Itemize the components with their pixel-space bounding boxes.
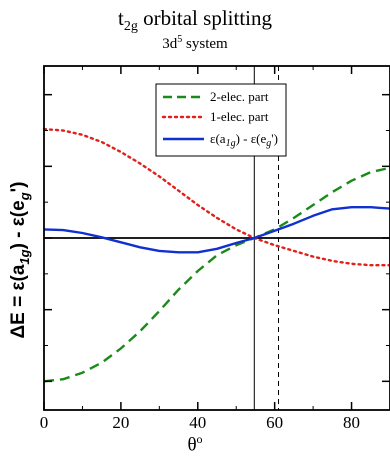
series-line-2 — [43, 205, 390, 254]
series-layer — [42, 127, 390, 383]
legend-label-splitting: ε(a1g) - ε(eg') — [210, 131, 278, 149]
legend: 2-elec. part 1-elec. part ε(a1g) - ε(eg'… — [155, 83, 287, 157]
y-axis-label: ΔE = ε(a1g) - ε(eg') — [8, 181, 32, 339]
x-tick-label: 80 — [343, 413, 360, 432]
tick-layer: 0 20 40 60 80 — [40, 66, 390, 432]
x-axis-label: θo — [187, 432, 203, 456]
x-tick-label: 60 — [266, 413, 283, 432]
chart-subtitle: 3d5 system — [162, 34, 228, 52]
legend-label-2elec: 2-elec. part — [210, 89, 269, 104]
x-tick-label: 0 — [40, 413, 49, 432]
x-tick-label: 20 — [112, 413, 129, 432]
x-tick-label: 40 — [189, 413, 206, 432]
chart-title: t2g orbital splitting — [117, 6, 272, 35]
series-line-1 — [42, 127, 390, 267]
series-line-0 — [43, 166, 390, 383]
legend-label-1elec: 1-elec. part — [210, 109, 269, 124]
